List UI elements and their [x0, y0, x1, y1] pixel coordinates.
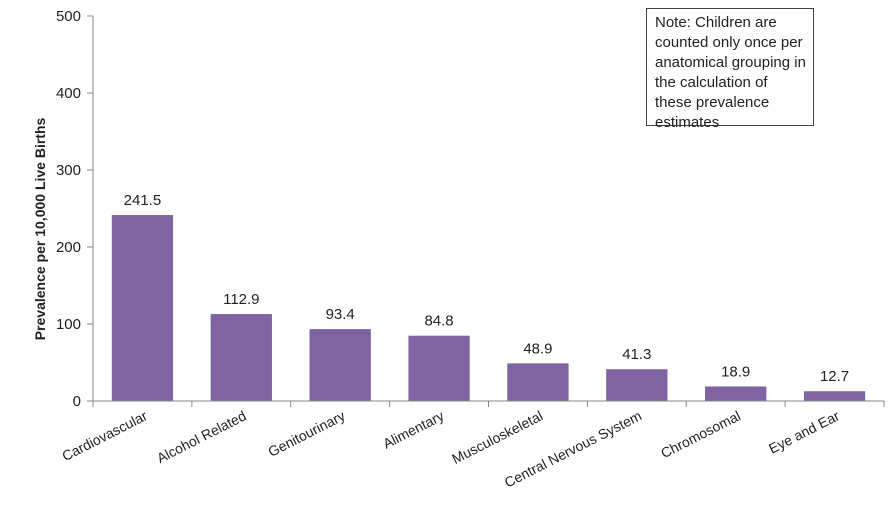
bar — [309, 329, 371, 401]
data-label: 93.4 — [326, 306, 355, 323]
x-axis: Cardiovascular Alcohol Related Genitourina… — [59, 400, 885, 491]
data-labels: 241.5 112.9 93.4 84.8 48.9 41.3 18.9 12.7 — [124, 192, 850, 385]
data-label: 41.3 — [622, 346, 651, 363]
bars — [111, 215, 866, 401]
data-label: 84.8 — [424, 313, 453, 330]
x-category-label: Musculoskeletal — [449, 407, 545, 466]
y-tick-label: 400 — [56, 85, 81, 102]
data-label: 12.7 — [820, 368, 849, 385]
x-category-label: Eye and Ear — [766, 407, 842, 456]
data-label: 48.9 — [523, 340, 552, 357]
x-category-label: Cardiovascular — [59, 407, 150, 464]
x-category-label: Alcohol Related — [154, 407, 249, 466]
y-tick-label: 300 — [56, 162, 81, 179]
x-category-label: Alimentary — [380, 407, 446, 451]
y-axis-label: Prevalence per 10,000 Live Births — [32, 118, 48, 341]
bar — [111, 215, 174, 401]
x-category-label: Genitourinary — [265, 407, 347, 459]
note-annotation: Note: Children are counted only once per… — [646, 8, 814, 131]
y-tick-label: 200 — [56, 239, 81, 256]
data-label: 112.9 — [223, 291, 259, 308]
data-label: 241.5 — [124, 192, 162, 209]
y-tick-label: 500 — [56, 8, 81, 25]
x-category-label: Chromosomal — [658, 407, 743, 461]
data-label: 18.9 — [721, 363, 750, 380]
bar — [705, 386, 767, 401]
bar — [507, 363, 569, 401]
bar — [606, 369, 668, 401]
y-tick-label: 100 — [56, 316, 81, 333]
bar — [408, 335, 470, 401]
y-axis: 0 100 200 300 400 500 — [56, 8, 94, 410]
y-tick-label: 0 — [73, 393, 81, 410]
bar — [803, 391, 866, 401]
bar — [210, 314, 272, 401]
